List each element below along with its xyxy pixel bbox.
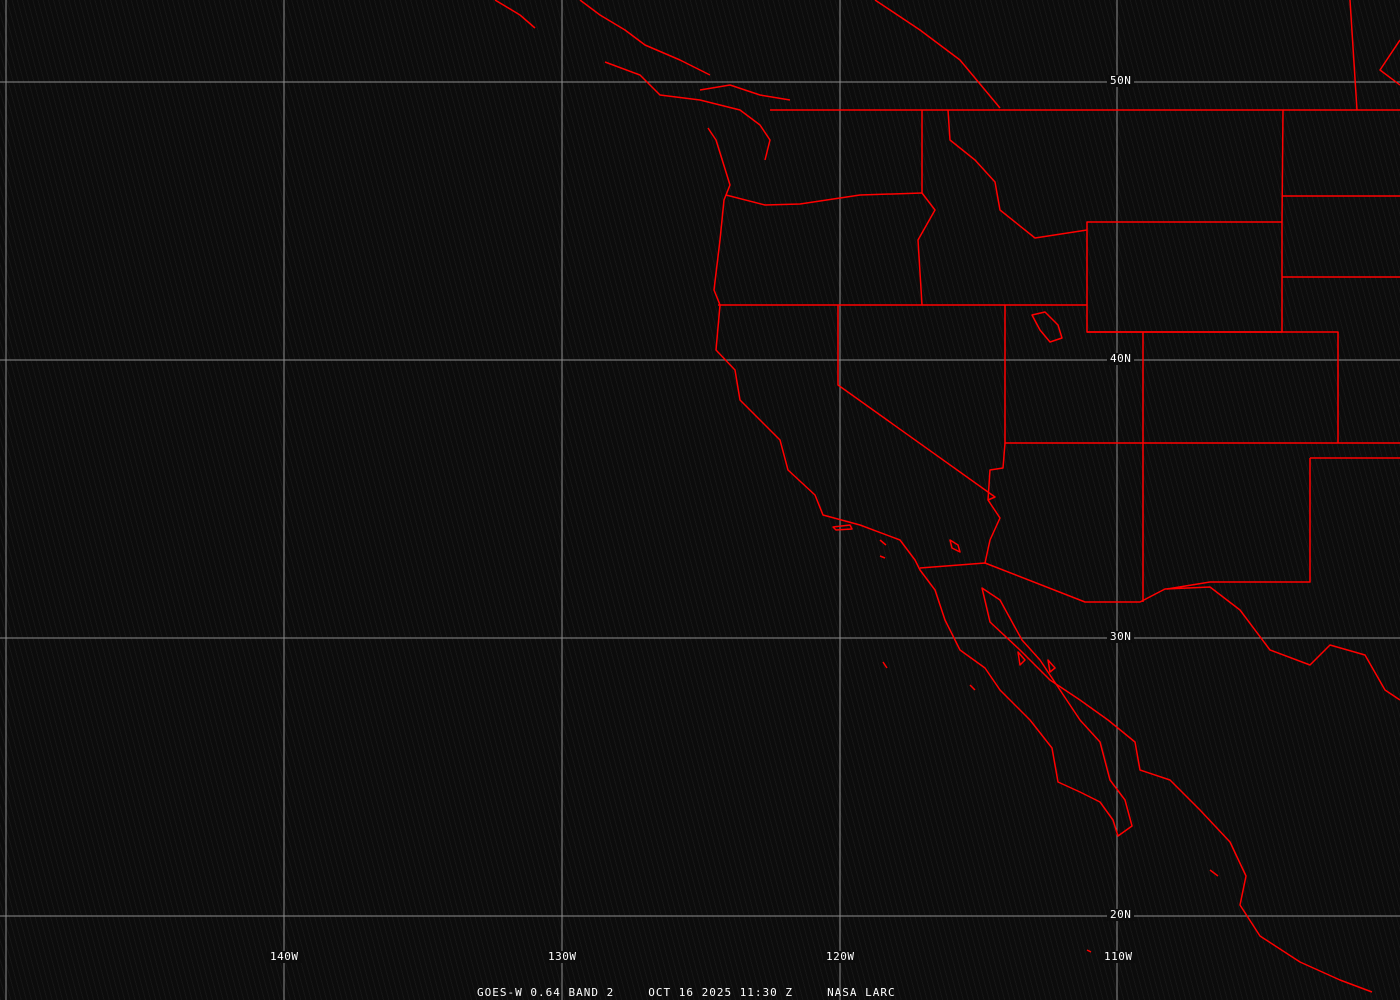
lon-label-120w: 120W	[823, 951, 858, 963]
border-ca-nv	[837, 305, 1006, 564]
lon-label-130w: 130W	[545, 951, 580, 963]
border-alberta-sask	[1349, 0, 1400, 111]
border-wyoming	[1086, 221, 1283, 333]
coastline-british-columbia	[494, 0, 791, 161]
lat-label-40n: 40N	[1107, 353, 1135, 365]
great-salt-lake	[1031, 311, 1063, 343]
border-new-mexico	[1166, 457, 1400, 590]
border-wa-or	[725, 192, 923, 206]
caption-product: GOES-W 0.64 BAND 2	[477, 986, 615, 999]
caption-datetime: OCT 16 2025 11:30 Z	[648, 986, 794, 999]
caption-source: NASA LARC	[827, 986, 896, 999]
lon-label-110w: 110W	[1101, 951, 1136, 963]
lat-label-30n: 30N	[1107, 631, 1135, 643]
border-utah-colorado	[1087, 331, 1339, 602]
lat-label-20n: 20N	[1107, 909, 1135, 921]
salton-sea	[949, 539, 961, 553]
border-id-west	[917, 110, 936, 306]
border-id-mt	[947, 109, 1088, 239]
lon-label-140w: 140W	[267, 951, 302, 963]
lat-label-50n: 50N	[1107, 75, 1135, 87]
border-bc-alberta	[874, 0, 1001, 109]
islands-misc	[882, 651, 1219, 953]
border-mt-dakotas	[1281, 109, 1400, 278]
border-us-mexico	[919, 562, 1400, 701]
boundaries	[494, 0, 1400, 993]
image-caption: GOES-W 0.64 BAND 2 OCT 16 2025 11:30 Z NAS…	[477, 986, 930, 999]
coastline-pacific	[707, 127, 1373, 993]
border-nv-ut	[1004, 305, 1400, 444]
channel-islands	[832, 524, 887, 559]
